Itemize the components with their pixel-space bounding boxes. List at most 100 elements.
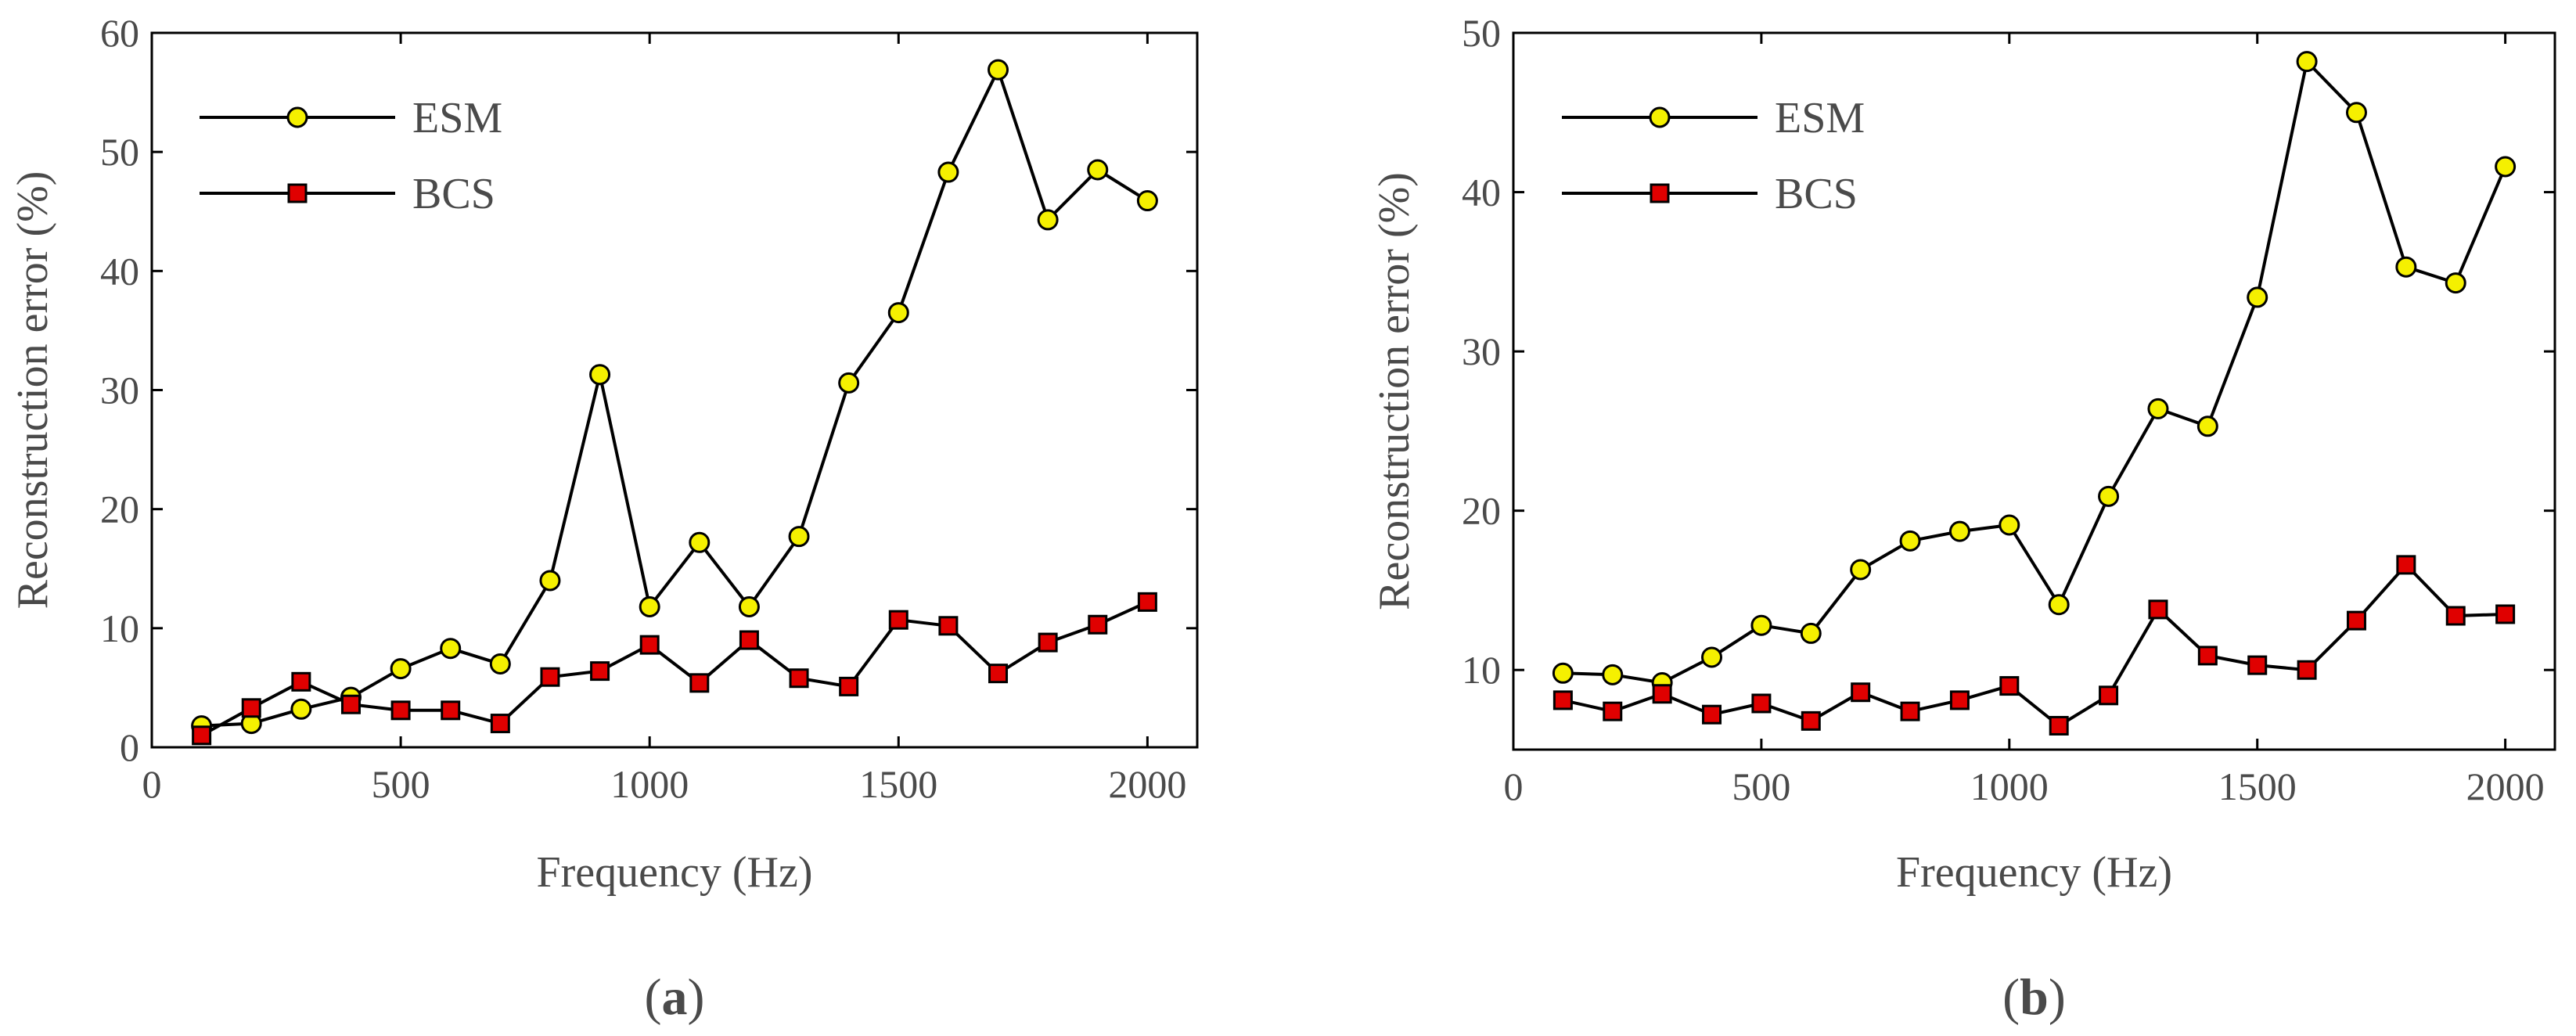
point-esm xyxy=(1750,614,1772,636)
point-esm xyxy=(589,364,611,386)
x-tick-label: 2000 xyxy=(1108,762,1186,806)
x-tick-label: 500 xyxy=(372,762,430,806)
point-bcs xyxy=(2495,604,2516,624)
x-tick-label: 1500 xyxy=(2218,764,2297,808)
point-bcs xyxy=(1702,704,1722,725)
point-bcs xyxy=(1603,701,1623,721)
panel-label-paren-open: ( xyxy=(645,969,662,1026)
y-tick-label: 60 xyxy=(100,11,139,55)
point-esm xyxy=(1552,662,1574,684)
y-tick-label: 10 xyxy=(100,606,139,650)
point-bcs xyxy=(1088,614,1108,635)
point-bcs xyxy=(1552,690,1573,710)
series-line-esm xyxy=(1563,59,2507,685)
point-bcs xyxy=(839,676,859,696)
point-bcs xyxy=(2445,606,2466,626)
panel-label: (a) xyxy=(645,969,705,1026)
point-esm xyxy=(838,372,860,394)
point-bcs xyxy=(441,700,461,721)
x-tick-label: 1500 xyxy=(859,762,937,806)
point-bcs xyxy=(739,630,759,650)
y-tick-label: 40 xyxy=(1462,171,1501,214)
point-bcs xyxy=(2197,646,2218,666)
point-bcs xyxy=(2148,599,2168,620)
point-esm xyxy=(390,658,412,680)
point-bcs xyxy=(1851,682,1871,703)
point-esm xyxy=(1899,530,1921,552)
point-bcs xyxy=(2396,555,2416,575)
point-esm xyxy=(2098,485,2120,507)
point-esm xyxy=(937,161,959,183)
point-bcs xyxy=(1652,684,1672,704)
x-tick-label: 2000 xyxy=(2466,764,2545,808)
plot-area-frame xyxy=(1512,31,2556,751)
series-line-bcs xyxy=(1562,563,2506,728)
panel-label-paren-open: ( xyxy=(2002,969,2020,1026)
x-tick-label: 1000 xyxy=(1970,764,2049,808)
legend-marker-bcs xyxy=(1650,183,1670,203)
point-esm xyxy=(639,595,660,617)
x-tick-label: 0 xyxy=(142,762,162,806)
point-bcs xyxy=(1137,592,1157,612)
point-bcs xyxy=(938,616,959,636)
x-tick-label: 500 xyxy=(1732,764,1790,808)
point-esm xyxy=(988,59,1009,81)
point-bcs xyxy=(1999,676,2020,696)
point-esm xyxy=(2147,397,2169,419)
panel-label-paren-close: ) xyxy=(688,969,705,1026)
point-esm xyxy=(1602,664,1624,685)
point-bcs xyxy=(988,664,1009,684)
point-esm xyxy=(2495,156,2517,178)
point-bcs xyxy=(241,698,261,718)
point-bcs xyxy=(639,635,660,655)
legend-label-esm: ESM xyxy=(412,94,502,142)
point-esm xyxy=(2296,51,2318,73)
point-esm xyxy=(2345,102,2367,124)
y-axis-title: Reconstruction error (%) xyxy=(1370,172,1419,610)
point-esm xyxy=(1037,209,1059,231)
panel-label-letter: a xyxy=(662,969,688,1026)
point-bcs xyxy=(888,610,908,630)
legend: ESM BCS xyxy=(200,94,502,218)
point-esm xyxy=(1850,559,1872,581)
point-bcs xyxy=(1751,693,1772,714)
point-bcs xyxy=(2247,655,2268,675)
series-line-esm xyxy=(201,68,1149,728)
legend-marker-bcs xyxy=(287,183,308,203)
legend-label-esm: ESM xyxy=(1775,94,1865,142)
point-esm xyxy=(489,653,511,674)
point-bcs xyxy=(2346,610,2366,631)
point-esm xyxy=(1087,159,1109,181)
point-esm xyxy=(1800,622,1822,644)
legend-marker-esm xyxy=(286,106,308,128)
y-axis-title: Reconstruction error (%) xyxy=(9,171,57,610)
point-esm xyxy=(2247,286,2268,308)
point-bcs xyxy=(540,667,560,687)
point-bcs xyxy=(291,671,311,692)
y-tick-label: 50 xyxy=(1462,11,1501,55)
point-esm xyxy=(2395,256,2417,278)
point-esm xyxy=(1999,514,2020,536)
point-bcs xyxy=(340,694,361,714)
point-bcs xyxy=(1900,701,1920,721)
point-bcs xyxy=(390,700,411,721)
point-esm xyxy=(1136,190,1158,212)
point-esm xyxy=(2196,415,2218,437)
point-esm xyxy=(2445,272,2466,294)
point-esm xyxy=(887,302,909,324)
y-tick-label: 30 xyxy=(1462,329,1501,373)
y-tick-label: 10 xyxy=(1462,648,1501,692)
point-esm xyxy=(290,698,312,720)
point-bcs xyxy=(2099,685,2119,706)
y-tick-label: 40 xyxy=(100,249,139,293)
y-tick-label: 0 xyxy=(120,725,139,769)
legend-label-bcs: BCS xyxy=(412,170,495,218)
x-tick-label: 1000 xyxy=(610,762,689,806)
x-tick-label: 0 xyxy=(1504,764,1524,808)
panel-label: (b) xyxy=(2002,969,2066,1026)
y-tick-label: 20 xyxy=(100,487,139,531)
point-bcs xyxy=(1801,710,1821,731)
point-esm xyxy=(1948,520,1970,542)
point-esm xyxy=(539,570,561,592)
